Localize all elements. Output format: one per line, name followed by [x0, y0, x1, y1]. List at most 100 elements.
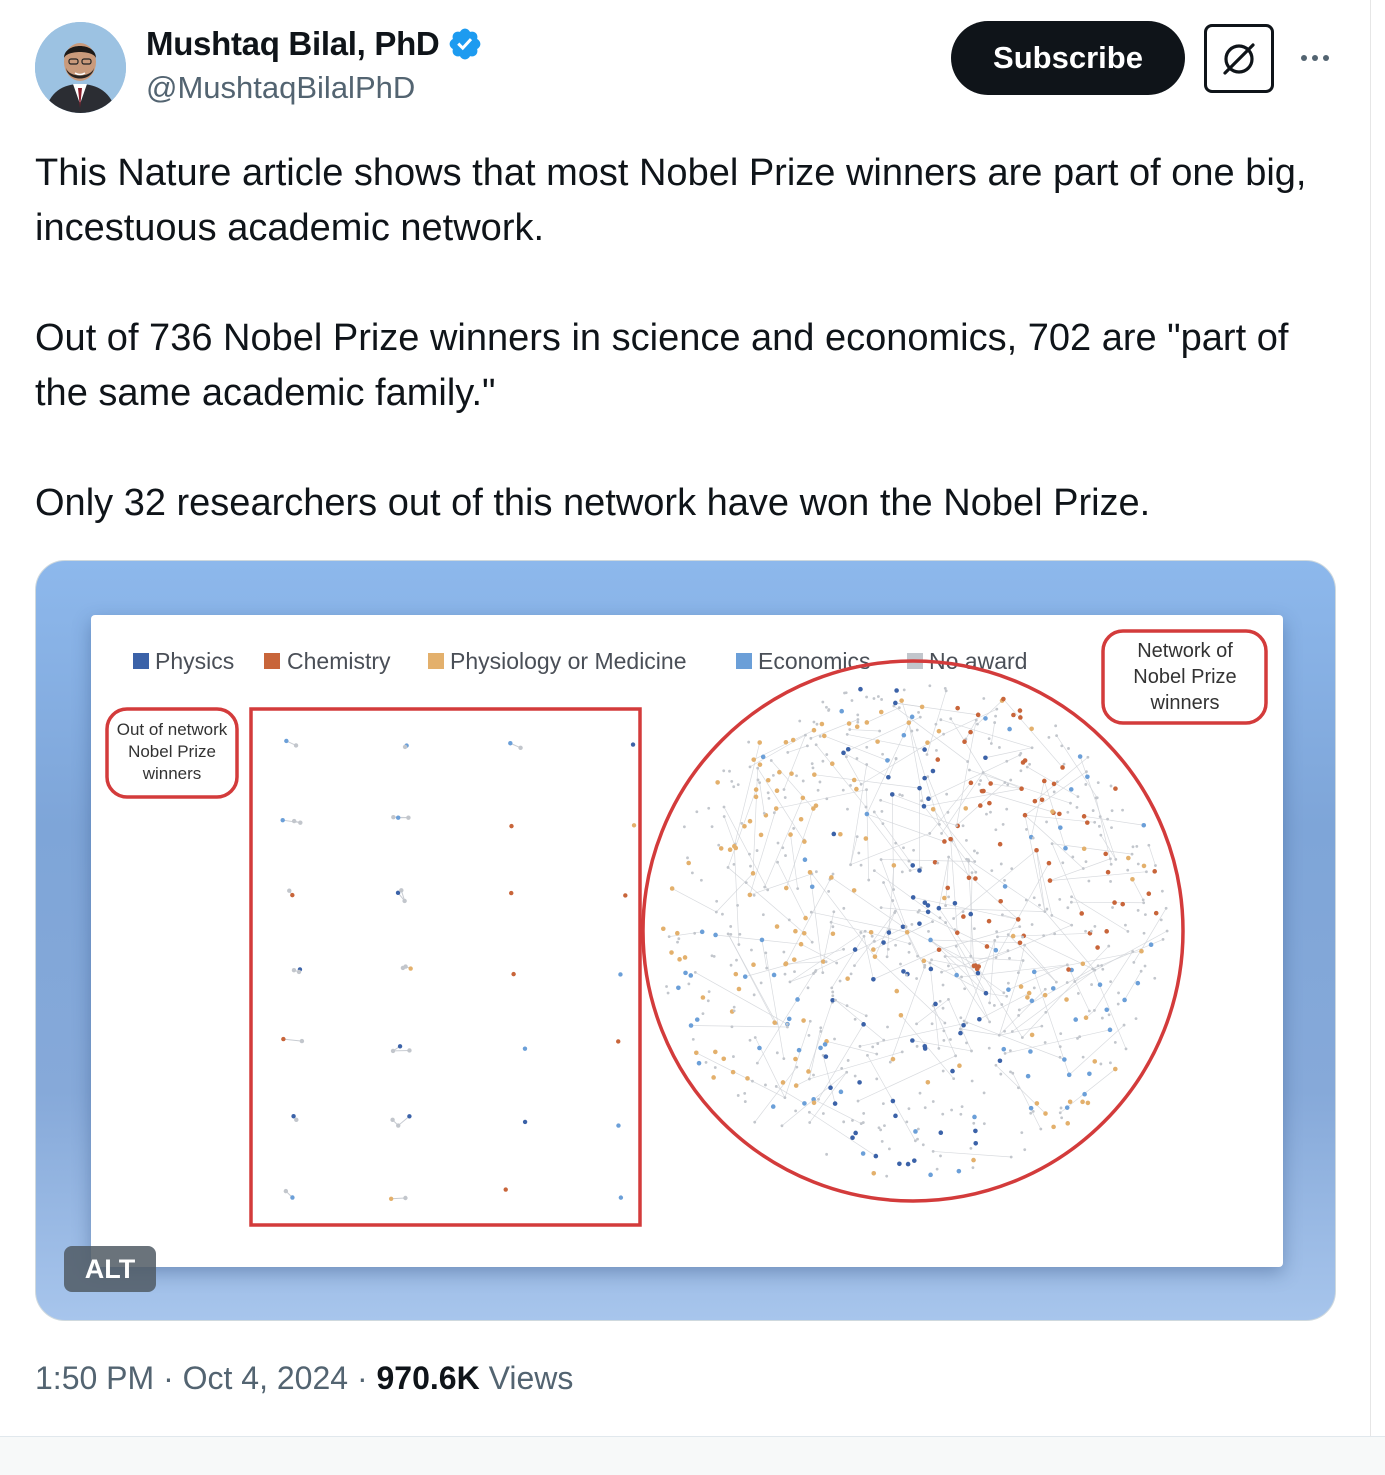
network-node	[858, 686, 863, 692]
scrollbar-track[interactable]	[1370, 0, 1385, 1436]
cluster-node	[287, 888, 292, 893]
network-node	[757, 740, 763, 745]
network-node	[893, 909, 897, 913]
grok-button[interactable]	[1204, 24, 1274, 93]
network-node	[1161, 938, 1165, 941]
network-node	[963, 987, 967, 991]
tweet-date[interactable]: Oct 4, 2024	[182, 1360, 349, 1396]
network-node	[952, 917, 955, 920]
network-node	[907, 859, 911, 863]
network-node	[748, 1038, 752, 1042]
network-edge	[979, 992, 1030, 1020]
tweet-article: Mushtaq Bilal, PhD @MushtaqBilalPhD Subs…	[35, 21, 1336, 1396]
network-node	[810, 762, 814, 766]
network-node	[750, 871, 756, 876]
network-node	[806, 1069, 811, 1074]
network-node	[899, 698, 904, 703]
network-edge	[1027, 766, 1079, 797]
tweet-media[interactable]: Physics Chemistry Physiology or Medicine…	[35, 560, 1336, 1321]
network-node	[935, 757, 941, 762]
cluster-node	[631, 823, 637, 828]
network-node	[961, 914, 966, 919]
network-node	[699, 929, 705, 935]
network-edge	[1043, 780, 1066, 849]
network-node	[669, 886, 675, 891]
verified-badge-icon[interactable]	[447, 26, 483, 62]
network-node	[1006, 783, 1010, 787]
network-node	[875, 1052, 879, 1056]
network-node	[786, 1016, 792, 1022]
network-edge	[873, 949, 940, 980]
network-node	[749, 864, 752, 868]
network-edge	[933, 1151, 1012, 1158]
network-node	[722, 805, 726, 809]
author-handle[interactable]: @MushtaqBilalPhD	[146, 70, 416, 105]
cluster-node	[396, 1123, 401, 1128]
network-node	[854, 724, 860, 730]
network-node	[922, 747, 927, 752]
network-edge	[953, 849, 1037, 919]
network-node	[721, 1056, 727, 1062]
network-node	[818, 1045, 823, 1051]
network-node	[926, 775, 930, 779]
network-node	[1124, 1047, 1128, 1051]
network-node	[815, 722, 819, 726]
network-edge	[1052, 843, 1133, 855]
network-node	[894, 988, 900, 994]
network-node	[765, 777, 771, 783]
network-node	[1110, 809, 1114, 813]
network-node	[808, 1121, 812, 1124]
network-node	[1067, 747, 1070, 750]
network-node	[825, 1152, 829, 1156]
network-node	[686, 856, 689, 860]
out-of-network-label-box	[105, 707, 239, 799]
network-node	[898, 793, 902, 797]
network-node	[677, 937, 681, 941]
network-node	[939, 718, 943, 722]
network-edge	[822, 1055, 836, 1104]
network-node	[1015, 917, 1021, 922]
network-node	[914, 1139, 917, 1143]
out-of-network-label-line: winners	[142, 764, 202, 783]
network-node	[1126, 855, 1131, 861]
network-node	[1154, 864, 1157, 867]
network-label-line: winners	[1150, 692, 1220, 714]
network-node	[1020, 1036, 1024, 1039]
network-node	[781, 846, 785, 850]
network-node	[871, 1170, 877, 1176]
tweet-time[interactable]: 1:50 PM	[35, 1360, 155, 1396]
avatar[interactable]	[35, 22, 126, 113]
network-node	[1043, 910, 1047, 914]
alt-text-badge[interactable]: ALT	[64, 1246, 156, 1292]
network-node	[904, 929, 910, 935]
network-node	[941, 1112, 945, 1116]
network-edge	[1018, 945, 1025, 973]
network-node	[931, 1100, 935, 1103]
network-node	[744, 881, 748, 885]
network-node	[983, 716, 988, 721]
more-button[interactable]	[1294, 40, 1336, 76]
cluster-node	[391, 814, 396, 820]
network-node	[921, 1143, 925, 1147]
network-node	[1126, 929, 1130, 933]
network-node	[851, 777, 857, 783]
network-edge	[1051, 915, 1072, 926]
network-node	[811, 727, 817, 733]
views-count[interactable]: 970.6K	[376, 1360, 480, 1396]
network-node	[829, 920, 833, 924]
out-of-network-clusters	[280, 738, 637, 1201]
network-node	[959, 1016, 963, 1020]
network-node	[975, 851, 979, 855]
network-node	[867, 878, 871, 882]
network-node	[814, 743, 818, 747]
network-edge	[1092, 968, 1127, 1049]
network-edge	[849, 729, 880, 732]
network-node	[915, 977, 919, 980]
network-node	[976, 722, 979, 726]
subscribe-button[interactable]: Subscribe	[951, 21, 1185, 95]
network-node	[809, 736, 813, 740]
network-node	[1097, 824, 1101, 828]
network-edge	[824, 735, 888, 761]
network-edge	[912, 1040, 972, 1052]
author-name[interactable]: Mushtaq Bilal, PhD	[146, 25, 440, 62]
